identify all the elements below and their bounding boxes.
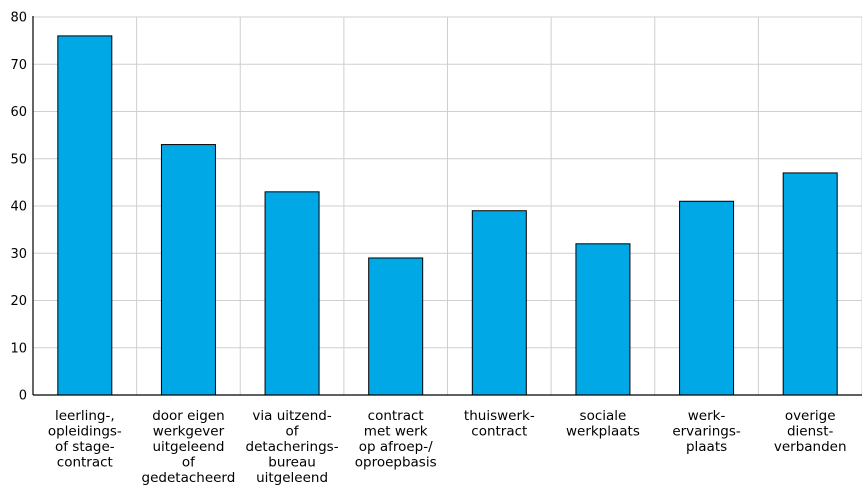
x-category-label-line: detacherings- xyxy=(246,439,339,455)
y-tick-label: 20 xyxy=(10,294,27,309)
x-category-label-line: uitgeleend xyxy=(256,470,328,486)
bar xyxy=(160,144,216,396)
x-category-label-line: opleidings- xyxy=(48,424,122,440)
bars xyxy=(57,35,838,396)
x-category-label-line: of xyxy=(286,424,300,440)
x-category-label-line: ervarings- xyxy=(672,424,741,440)
y-tick-label: 0 xyxy=(19,389,27,404)
x-category-label: werk-ervarings-plaats xyxy=(672,408,741,455)
x-category-label-line: contract xyxy=(471,424,527,440)
x-category-label-line: leerling-, xyxy=(55,408,115,424)
x-category-label: thuiswerk-contract xyxy=(464,408,535,440)
x-category-label-line: contract xyxy=(368,408,424,424)
x-category-label-line: uitgeleend xyxy=(152,439,224,455)
x-axis-labels: leerling-, opleidings-of stage-contract do… xyxy=(48,408,847,486)
x-category-label: sociale werkplaats xyxy=(566,408,640,440)
x-category-label-line: met werk xyxy=(364,424,428,440)
y-tick-label: 70 xyxy=(10,58,27,73)
x-category-label: overige dienst-verbanden xyxy=(774,408,847,455)
x-category-label-line: dienst- xyxy=(787,424,834,440)
x-category-label-line: werk- xyxy=(688,408,726,424)
x-category-label-line: bureau xyxy=(268,455,316,471)
x-category-label: contract met werk op afroep-/oproepbasis xyxy=(355,408,437,471)
x-category-label-line: gedetacheerd xyxy=(142,470,236,486)
x-category-label-line: overige xyxy=(785,408,836,424)
x-category-label-line: door eigen xyxy=(152,408,224,424)
x-category-label: door eigen werkgever uitgeleend of gedetache… xyxy=(142,408,236,486)
x-category-label-line: contract xyxy=(57,455,113,471)
x-category-label: leerling-, opleidings-of stage-contract xyxy=(48,408,122,471)
y-tick-label: 10 xyxy=(10,341,27,356)
x-category-label-line: plaats xyxy=(686,439,727,455)
x-category-label-line: oproepbasis xyxy=(355,455,437,471)
y-axis-ticks: 0 10 20 30 40 50 60 70 80 xyxy=(10,11,27,404)
y-tick-label: 60 xyxy=(10,105,27,120)
x-category-label-line: of xyxy=(182,455,196,471)
bar xyxy=(368,257,424,396)
x-category-label-line: op afroep-/ xyxy=(359,439,433,455)
bar xyxy=(264,191,320,396)
bar xyxy=(575,243,631,396)
x-category-label: via uitzend-of detacherings-bureau uitgele… xyxy=(246,408,339,486)
y-tick-label: 30 xyxy=(10,247,27,262)
x-category-label-line: sociale xyxy=(580,408,627,424)
y-tick-label: 80 xyxy=(10,11,27,26)
y-tick-label: 50 xyxy=(10,152,27,167)
bar xyxy=(471,210,527,396)
x-category-label-line: verbanden xyxy=(774,439,847,455)
bar xyxy=(782,172,838,396)
y-tick-label: 40 xyxy=(10,200,27,215)
x-category-label-line: thuiswerk- xyxy=(464,408,535,424)
x-category-label-line: via uitzend- xyxy=(252,408,331,424)
x-category-label-line: werkplaats xyxy=(566,424,640,440)
grid xyxy=(33,16,862,395)
x-category-label-line: werkgever xyxy=(153,424,225,440)
x-category-label-line: of stage- xyxy=(55,439,115,455)
bar xyxy=(679,200,735,396)
bar xyxy=(57,35,113,396)
